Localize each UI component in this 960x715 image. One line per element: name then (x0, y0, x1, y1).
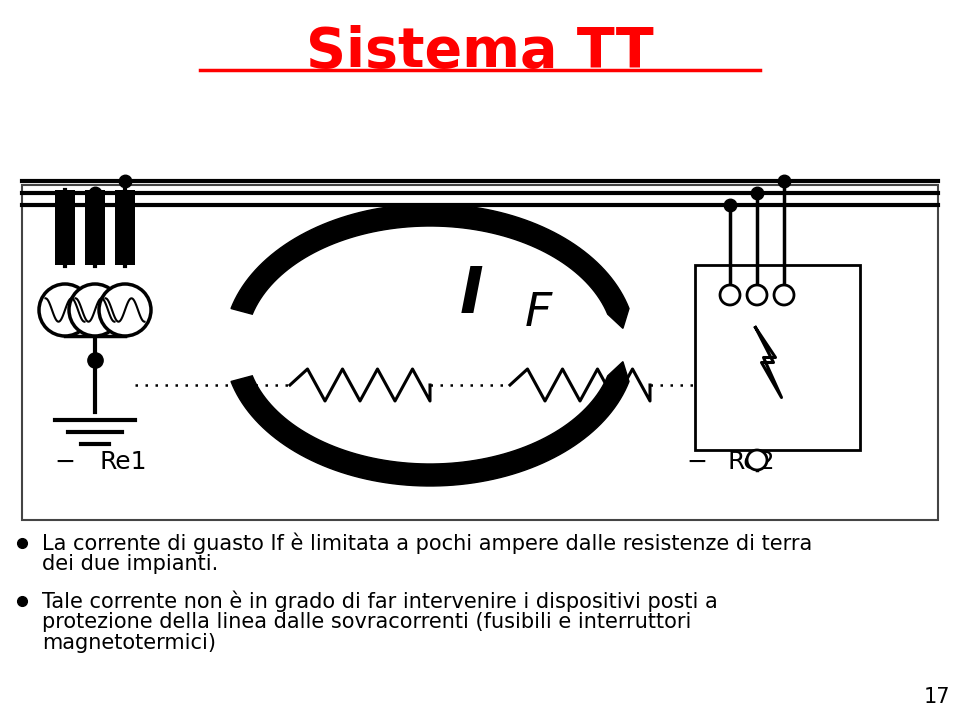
Text: 17: 17 (924, 687, 950, 707)
Circle shape (99, 284, 151, 336)
Bar (115, 190, 135, 265)
Bar (55, 190, 75, 265)
Circle shape (69, 284, 121, 336)
Text: −: − (55, 450, 76, 474)
Bar (22, 185, 938, 520)
Text: Sistema TT: Sistema TT (306, 25, 654, 79)
Text: F: F (525, 290, 552, 335)
Text: Tale corrente non è in grado di far intervenire i dispositivi posti a: Tale corrente non è in grado di far inte… (42, 591, 718, 612)
Text: Re1: Re1 (100, 450, 148, 474)
Circle shape (774, 285, 794, 305)
Text: I: I (460, 264, 484, 326)
Circle shape (747, 450, 767, 470)
Text: dei due impianti.: dei due impianti. (42, 554, 218, 574)
Circle shape (720, 285, 740, 305)
Polygon shape (231, 204, 629, 328)
Text: La corrente di guasto If è limitata a pochi ampere dalle resistenze di terra: La corrente di guasto If è limitata a po… (42, 532, 812, 553)
Circle shape (747, 285, 767, 305)
Circle shape (39, 284, 91, 336)
Text: magnetotermici): magnetotermici) (42, 633, 216, 653)
Text: Re2: Re2 (727, 450, 775, 474)
Polygon shape (231, 362, 629, 486)
Text: −: − (686, 450, 708, 474)
Text: protezione della linea dalle sovracorrenti (fusibili e interruttori: protezione della linea dalle sovracorren… (42, 612, 691, 632)
Bar (85, 190, 105, 265)
Bar (695, 265, 860, 450)
